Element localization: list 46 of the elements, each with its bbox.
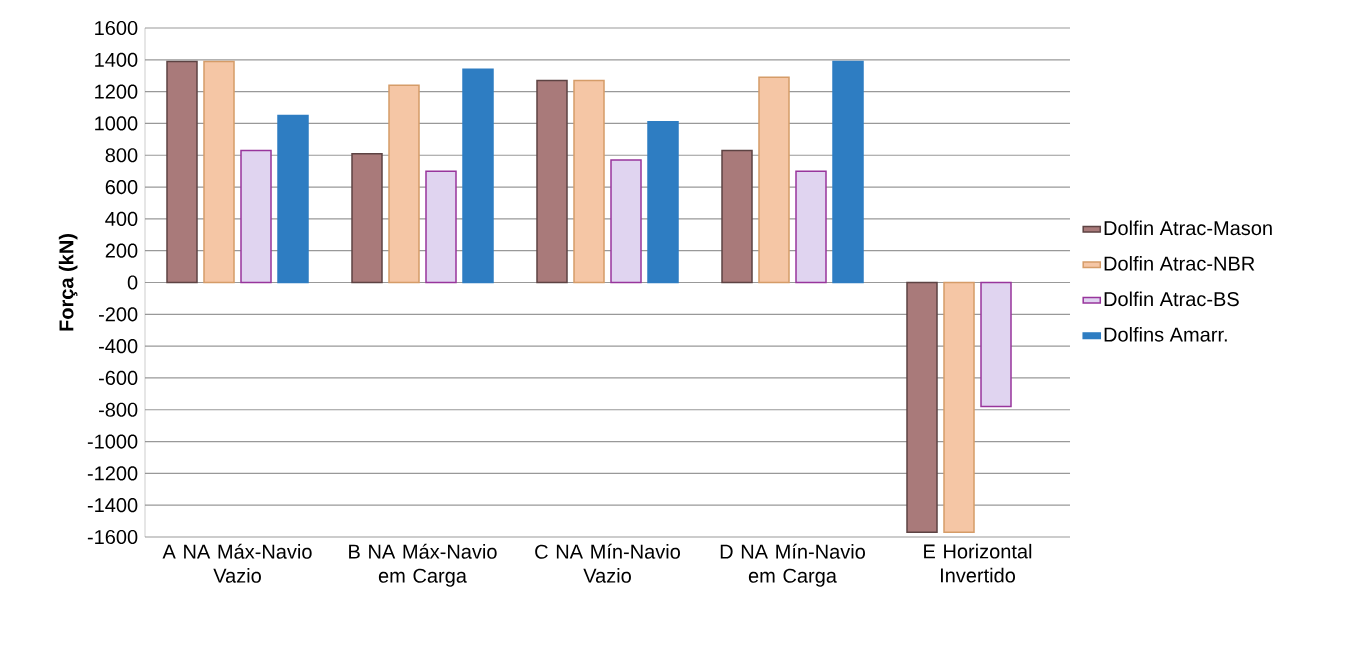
bar (943, 281, 975, 533)
y-tick-label: 1200 (95, 84, 138, 99)
legend-label: Dolfin Atrac-Mason (1104, 220, 1272, 236)
x-tick-label: A NA Máx-Navio Vazio (162, 543, 312, 583)
y-tick-label: 600 (105, 179, 138, 195)
bar (906, 281, 938, 533)
bar (351, 152, 383, 284)
bar (277, 114, 309, 284)
y-tick-label: -400 (99, 339, 138, 354)
bar (610, 159, 642, 284)
bar (462, 68, 494, 284)
bar (721, 149, 753, 284)
y-tick-label: 1000 (95, 116, 138, 131)
y-tick-label: 0 (127, 275, 138, 290)
y-tick-label: 400 (105, 211, 138, 226)
y-tick-label: 1400 (95, 52, 138, 67)
bar (166, 60, 198, 284)
bar (832, 60, 864, 284)
bar (203, 60, 235, 284)
y-tick-label: 800 (105, 148, 138, 163)
bar (573, 79, 605, 284)
x-tick-label: D NA Mín-Navio em Carga (720, 543, 865, 587)
bar (980, 281, 1012, 408)
y-tick-label: -1000 (87, 434, 138, 449)
bar (388, 84, 420, 284)
bar (425, 170, 457, 284)
legend-label: Dolfin Atrac-BS (1104, 291, 1239, 307)
y-tick-label: 1600 (95, 20, 138, 36)
x-tick-label: E Horizontal Invertido (924, 543, 1032, 583)
bar (795, 170, 827, 284)
y-tick-label: -600 (99, 370, 138, 386)
y-tick-label: -1600 (87, 529, 138, 545)
y-tick-label: -1200 (87, 466, 138, 481)
y-tick-label: -200 (99, 307, 138, 322)
y-tick-label: -800 (99, 402, 138, 417)
y-tick-label: 200 (105, 243, 138, 258)
bar (536, 79, 568, 284)
y-tick-label: -1400 (87, 498, 138, 513)
x-tick-label: C NA Mín-Navio Vazio (535, 543, 680, 583)
legend-label: Dolfin Atrac-NBR (1104, 256, 1255, 271)
bar (647, 121, 679, 284)
x-tick-label: B NA Máx-Navio em Carga (349, 543, 497, 587)
bar (240, 149, 272, 284)
bar (758, 76, 790, 284)
y-axis-title: Força (kN) (58, 234, 78, 331)
legend-label: Dolfins Amarr. (1104, 326, 1227, 342)
